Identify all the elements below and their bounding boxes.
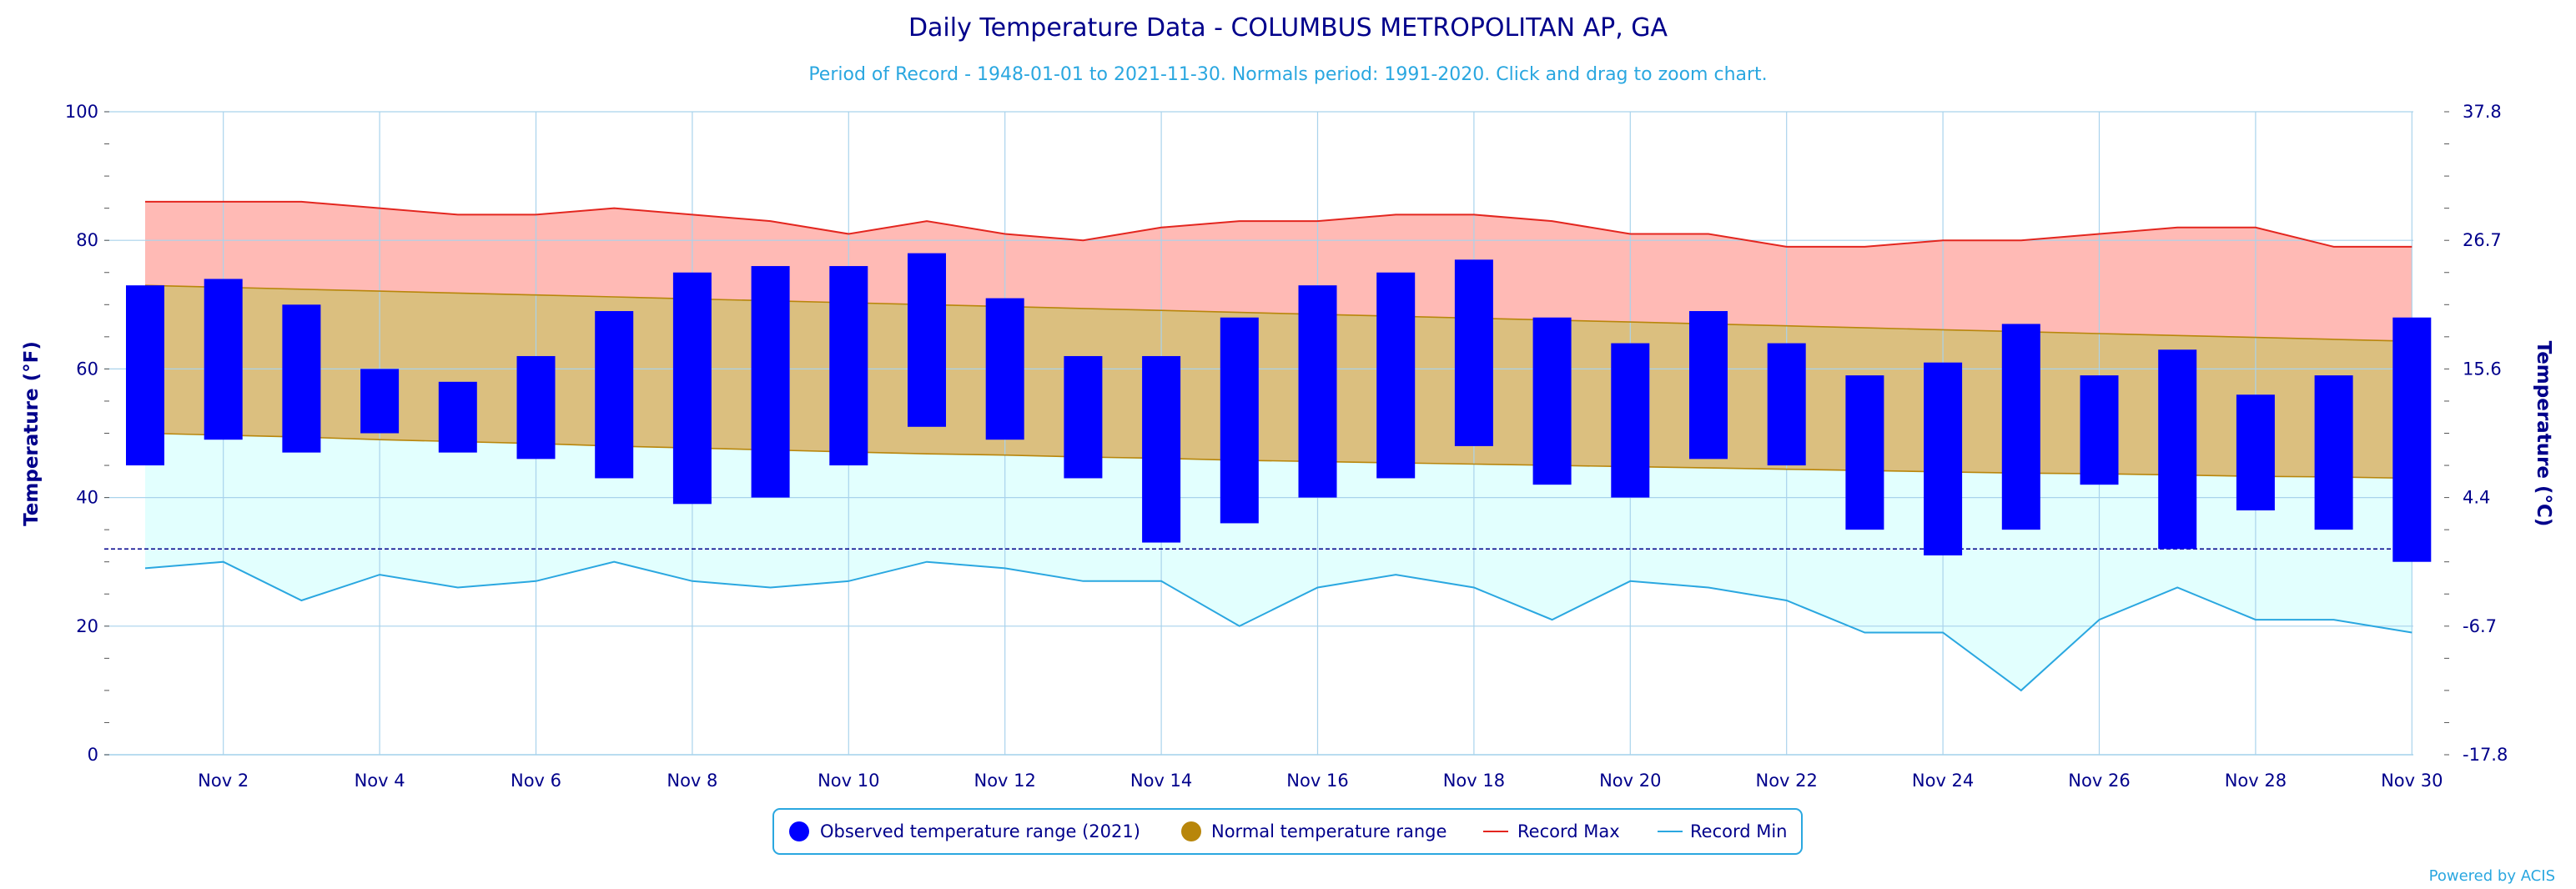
observed-bar [672,272,712,505]
x-tick-label: Nov 10 [818,771,879,791]
observed-bar [360,369,400,434]
observed-bar [1298,285,1337,498]
y-tick-label-right: 26.7 [2463,230,2502,250]
observed-bar [2080,375,2119,485]
legend-box [772,808,1803,855]
record-max-line [145,200,2412,248]
observed-bar [1924,362,1963,555]
observed-bar [908,253,946,427]
y-tick-label-left: 40 [76,488,98,508]
x-tick-label: Nov 4 [355,771,405,791]
y-tick-label-right: 15.6 [2463,359,2502,379]
x-tick-label: Nov 6 [511,771,561,791]
legend-label-observed: Observed temperature range (2021) [820,821,1140,841]
x-tick-label: Nov 24 [1912,771,1974,791]
legend-label-record-max: Record Max [1517,821,1620,841]
observed-bar [126,285,164,466]
observed-bar [829,266,868,466]
observed-bar [1454,259,1493,446]
x-tick-label: Nov 20 [1599,771,1661,791]
observed-bars [126,253,2432,562]
x-tick-label: Nov 12 [974,771,1036,791]
observed-bar [2158,349,2197,550]
observed-bar [204,279,243,440]
observed-bar [2001,324,2040,530]
observed-bar [1220,317,1259,524]
y-tick-label-left: 100 [65,102,98,122]
observed-bar [282,304,321,453]
y-tick-label-left: 0 [88,745,98,765]
y-tick-label-left: 60 [76,359,98,379]
x-tick-label: Nov 28 [2225,771,2287,791]
x-tick-label: Nov 16 [1286,771,1348,791]
observed-bar [1845,375,1884,530]
credits-link[interactable]: Powered by ACIS [2429,867,2555,885]
y-axis-title-left: Temperature (°F) [21,341,43,526]
chart-title: Daily Temperature Data - COLUMBUS METROP… [908,13,1668,43]
observed-bar [1611,343,1650,498]
observed-bar [1064,355,1103,479]
chart-subtitle: Period of Record - 1948-01-01 to 2021-11… [808,64,1767,85]
axes: 0 20 40 60 80 100 -17.8 -6.7 4.4 15.6 26.7 37.8 Nov … [65,102,2508,791]
legend: Observed temperature range (2021) Normal… [772,808,1803,855]
observed-bar [985,298,1024,440]
observed-bar [1142,355,1181,543]
x-tick-label: Nov 8 [667,771,717,791]
y-tick-label-right: 4.4 [2463,488,2490,508]
record-max-band [145,201,2412,342]
plot-area [145,201,2412,691]
y-tick-label-right: -17.8 [2463,745,2508,765]
y-axis-title-right: Temperature (°C) [2533,341,2554,527]
y-tick-label-left: 20 [76,616,98,636]
x-tick-label: Nov 14 [1130,771,1192,791]
observed-bar [516,355,556,460]
y-tick-label-left: 80 [76,230,98,250]
legend-label-record-min: Record Min [1690,821,1788,841]
legend-symbol-normal [1181,821,1201,841]
observed-bar [751,266,790,498]
record-min-line [144,560,2412,692]
y-tick-label-right: 37.8 [2463,102,2502,122]
x-tick-label: Nov 2 [198,771,249,791]
y-tick-label-right: -6.7 [2463,616,2497,636]
observed-bar [2392,317,2432,562]
observed-bar [1376,272,1416,479]
normal-band [145,285,2412,479]
x-tick-label: Nov 26 [2068,771,2130,791]
legend-symbol-observed [789,821,809,841]
x-tick-label: Nov 30 [2381,771,2443,791]
legend-label-normal: Normal temperature range [1211,821,1446,841]
observed-bar [595,311,634,479]
observed-bar [1532,317,1572,485]
observed-bar [1767,343,1806,466]
x-tick-label: Nov 22 [1756,771,1818,791]
x-tick-label: Nov 18 [1443,771,1505,791]
observed-bar [438,381,477,453]
observed-bar [2314,375,2353,530]
observed-bar [1689,311,1728,460]
observed-bar [2236,394,2275,511]
